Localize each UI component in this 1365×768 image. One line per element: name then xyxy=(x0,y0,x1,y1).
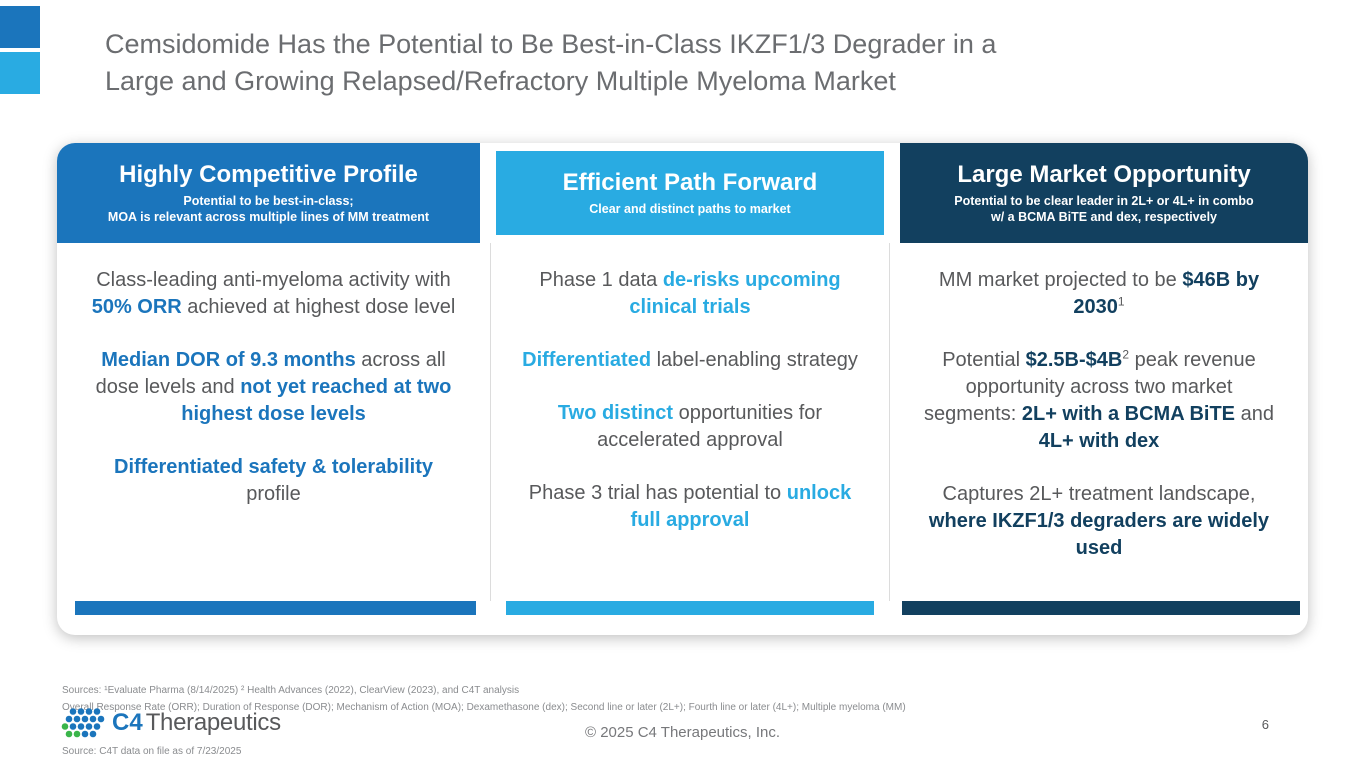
logo-dots-icon xyxy=(61,708,105,738)
column-body: Phase 1 data de-risks upcoming clinical … xyxy=(490,243,890,601)
emphasis-text: $46B by 2030 xyxy=(1073,269,1260,318)
column-header: Efficient Path Forward Clear and distinc… xyxy=(496,151,884,235)
emphasis-text: unlock full approval xyxy=(630,482,852,531)
corner-accent-dark-square xyxy=(0,6,40,48)
column-header-wrap: Large Market Opportunity Potential to be… xyxy=(890,143,1308,243)
column-body: Class-leading anti-myeloma activity with… xyxy=(57,243,490,601)
slide-title-line2: Large and Growing Relapsed/Refractory Mu… xyxy=(105,66,896,96)
logo-text-therapeutics: Therapeutics xyxy=(145,709,281,736)
column-paragraph: Captures 2L+ treatment landscape, where … xyxy=(918,481,1280,562)
column-header-subtitle-line1: Clear and distinct paths to market xyxy=(589,202,791,216)
footnote-data-on-file: Source: C4T data on file as of 7/23/2025 xyxy=(62,746,242,757)
text-segment: Phase 3 trial has potential to xyxy=(528,482,787,504)
copyright-text: © 2025 C4 Therapeutics, Inc. xyxy=(584,724,781,741)
emphasis-text: Median DOR of 9.3 months xyxy=(101,349,356,371)
text-segment: Potential xyxy=(942,349,1026,371)
text-segment: MM market projected to be xyxy=(938,269,1183,291)
column-accent-bar xyxy=(902,601,1300,615)
text-segment: 2 xyxy=(1122,347,1130,362)
slide-title: Cemsidomide Has the Potential to Be Best… xyxy=(105,26,1285,100)
text-segment: Phase 1 data xyxy=(539,269,663,291)
column-header: Highly Competitive Profile Potential to … xyxy=(57,143,480,243)
emphasis-text: 50% ORR xyxy=(91,296,182,318)
column-large-market-opportunity: Large Market Opportunity Potential to be… xyxy=(890,143,1308,635)
column-accent-bar xyxy=(75,601,476,615)
text-segment: label-enabling strategy xyxy=(651,349,858,371)
text-segment: profile xyxy=(246,483,301,505)
column-paragraph: Two distinct opportunities for accelerat… xyxy=(519,400,861,454)
column-efficient-path-forward: Efficient Path Forward Clear and distinc… xyxy=(490,143,890,635)
text-segment: across all dose levels and xyxy=(95,349,446,398)
footnote-sources: Sources: ¹Evaluate Pharma (8/14/2025) ² … xyxy=(62,685,520,696)
emphasis-text: Differentiated safety & tolerability xyxy=(114,456,433,478)
column-paragraph: Potential $2.5B-$4B2 peak revenue opport… xyxy=(918,347,1280,455)
text-segment: and xyxy=(1235,403,1274,425)
emphasis-text: 2L+ with a BCMA BiTE xyxy=(1021,403,1236,425)
emphasis-text: Differentiated xyxy=(522,349,652,371)
content-card: Highly Competitive Profile Potential to … xyxy=(57,143,1308,635)
column-header-title: Highly Competitive Profile xyxy=(119,161,418,188)
c4-therapeutics-logo: C4 Therapeutics xyxy=(60,707,281,739)
text-segment: achieved at highest dose level xyxy=(181,296,456,318)
footnote-abbreviations: Overall Response Rate (ORR); Duration of… xyxy=(62,702,906,713)
column-paragraph: Differentiated safety & tolerability pro… xyxy=(85,454,462,508)
column-accent-bar xyxy=(506,601,874,615)
emphasis-text: $2.5B-$4B xyxy=(1025,349,1123,371)
column-header: Large Market Opportunity Potential to be… xyxy=(900,143,1308,243)
text-segment: Captures 2L+ treatment landscape, xyxy=(942,483,1256,505)
page-number: 6 xyxy=(1261,717,1269,732)
emphasis-text: de-risks upcoming clinical trials xyxy=(629,269,841,318)
text-segment: opportunities for accelerated approval xyxy=(597,402,823,451)
column-header-title: Efficient Path Forward xyxy=(562,169,818,196)
column-paragraph: MM market projected to be $46B by 20301 xyxy=(918,267,1280,321)
column-header-subtitle-line1: Potential to be best-in-class; xyxy=(183,194,354,208)
column-body: MM market projected to be $46B by 20301 P… xyxy=(890,243,1308,601)
column-paragraph: Class-leading anti-myeloma activity with… xyxy=(85,267,462,321)
emphasis-text: Two distinct xyxy=(557,402,674,424)
text-segment: 1 xyxy=(1117,294,1125,309)
corner-accent xyxy=(0,6,40,94)
column-header-wrap: Efficient Path Forward Clear and distinc… xyxy=(490,143,890,243)
column-paragraph: Phase 1 data de-risks upcoming clinical … xyxy=(519,267,861,321)
column-header-wrap: Highly Competitive Profile Potential to … xyxy=(57,143,490,243)
logo-text-c4: C4 xyxy=(112,709,143,736)
column-header-title: Large Market Opportunity xyxy=(957,161,1251,188)
column-highly-competitive-profile: Highly Competitive Profile Potential to … xyxy=(57,143,490,635)
emphasis-text: not yet reached at two highest dose leve… xyxy=(181,376,452,425)
slide-title-line1: Cemsidomide Has the Potential to Be Best… xyxy=(105,29,997,59)
text-segment: Class-leading anti-myeloma activity with xyxy=(96,269,451,291)
emphasis-text: 4L+ with dex xyxy=(1038,430,1160,452)
column-paragraph: Differentiated label-enabling strategy xyxy=(519,347,861,374)
text-segment: peak revenue opportunity across two mark… xyxy=(924,349,1256,425)
emphasis-text: where IKZF1/3 degraders are widely used xyxy=(928,510,1270,559)
column-header-subtitle-line2: w/ a BCMA BiTE and dex, respectively xyxy=(991,210,1217,224)
corner-accent-light-square xyxy=(0,52,40,94)
column-header-subtitle-line1: Potential to be clear leader in 2L+ or 4… xyxy=(954,194,1254,208)
column-header-subtitle-line2: MOA is relevant across multiple lines of… xyxy=(107,210,430,224)
column-paragraph: Phase 3 trial has potential to unlock fu… xyxy=(519,480,861,534)
column-paragraph: Median DOR of 9.3 months across all dose… xyxy=(85,347,462,428)
